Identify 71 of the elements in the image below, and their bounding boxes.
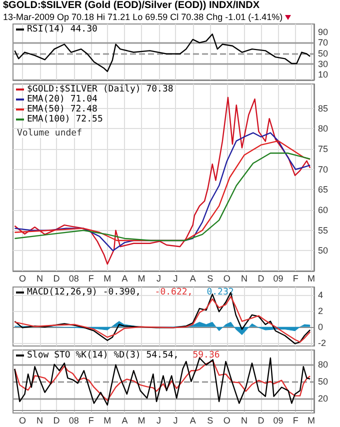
x-tick-label: J (173, 416, 178, 426)
legend-label: EMA(20) 71.04 (27, 94, 98, 104)
x-tick-label: J (156, 274, 162, 284)
y-tick-label: 85 (318, 103, 328, 114)
x-tick-label: J (173, 274, 178, 284)
legend-label: MACD(12,26,9) -0.390, (27, 288, 141, 298)
x-tick-label: N (240, 274, 248, 284)
x-tick-label: M (138, 274, 146, 284)
line-series (14, 96, 311, 265)
x-tick-label: M (138, 416, 146, 426)
chart-subtitle: 13-Mar-2009 Op 70.18 Hi 71.21 Lo 69.59 Cl 70.38 Chg -1.01 (-1.41%) (3, 12, 283, 22)
x-tick-label: N (240, 416, 248, 426)
x-tick-label: N (36, 416, 44, 426)
y-tick-label: 4 (318, 290, 324, 300)
x-tick-label: F (292, 274, 299, 284)
y-tick-label: -2 (318, 338, 326, 348)
x-tick-label: F (88, 416, 94, 426)
x-tick-label: J (156, 416, 162, 426)
x-tick-label: N (36, 274, 44, 284)
y-tick-label: 80 (318, 124, 328, 134)
y-tick-label: 50 (318, 246, 328, 256)
y-tick-label: 2 (318, 306, 324, 316)
x-tick-label: A (190, 274, 196, 284)
y-tick-label: 30 (318, 59, 328, 69)
x-tick-label: S (207, 274, 214, 284)
y-tick-label: 70 (318, 38, 328, 48)
y-tick-label: 80 (318, 359, 328, 370)
series-label: 59.36 (192, 350, 220, 360)
y-tick-label: 75 (318, 144, 328, 154)
x-tick-label: A (190, 416, 196, 426)
x-tick-label: O (223, 274, 230, 284)
y-tick-label: 0 (318, 322, 324, 332)
chart-title: $GOLD:$SILVER (Gold (EOD)/Silver (EOD)) INDX/INDX (3, 0, 261, 11)
x-tick-label: S (207, 416, 214, 426)
series-label: -0.622, (154, 288, 193, 298)
y-tick-label: 50 (318, 376, 328, 386)
x-tick-label: F (292, 416, 299, 426)
x-tick-label: M (104, 416, 112, 426)
x-tick-label: 08 (68, 274, 79, 284)
x-tick-label: D (53, 416, 60, 426)
y-tick-label: 70 (318, 164, 328, 174)
legend-label: Slow STO %K(14) %D(3) 54.54, (27, 350, 179, 360)
x-tick-label: F (88, 274, 94, 284)
x-tick-label: 09 (273, 274, 284, 284)
y-tick-label: 60 (318, 205, 328, 216)
annotation: Volume undef (17, 128, 82, 138)
y-tick-label: 50 (318, 48, 328, 58)
text: 0.232 (206, 288, 234, 298)
legend-label: $GOLD:$SILVER (Daily) 70.38 (27, 84, 174, 94)
line-series (14, 34, 311, 72)
y-tick-label: 90 (318, 27, 328, 37)
x-tick-label: O (18, 274, 26, 284)
legend-label: EMA(100) 72.55 (27, 114, 103, 124)
x-tick-label: M (307, 416, 315, 426)
x-tick-label: A (122, 416, 128, 426)
y-tick-label: 20 (318, 394, 328, 404)
x-tick-label: O (223, 416, 230, 426)
y-tick-label: 55 (318, 225, 328, 236)
legend-label: RSI(14) 44.30 (27, 24, 98, 34)
x-tick-label: M (307, 274, 315, 284)
y-tick-label: 10 (318, 70, 328, 80)
x-tick-label: O (18, 416, 26, 426)
y-tick-label: 65 (318, 184, 328, 195)
x-tick-label: M (104, 274, 112, 284)
legend-label: EMA(50) 72.48 (27, 104, 98, 114)
x-tick-label: 09 (273, 416, 284, 426)
x-tick-label: A (122, 274, 128, 284)
x-tick-label: D (258, 416, 265, 426)
x-tick-label: 08 (68, 416, 79, 426)
x-tick-label: D (53, 274, 60, 284)
x-tick-label: D (258, 274, 265, 284)
